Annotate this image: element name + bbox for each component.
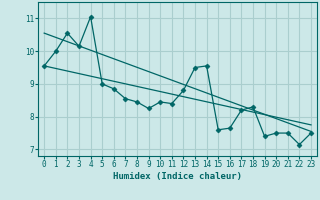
- X-axis label: Humidex (Indice chaleur): Humidex (Indice chaleur): [113, 172, 242, 181]
